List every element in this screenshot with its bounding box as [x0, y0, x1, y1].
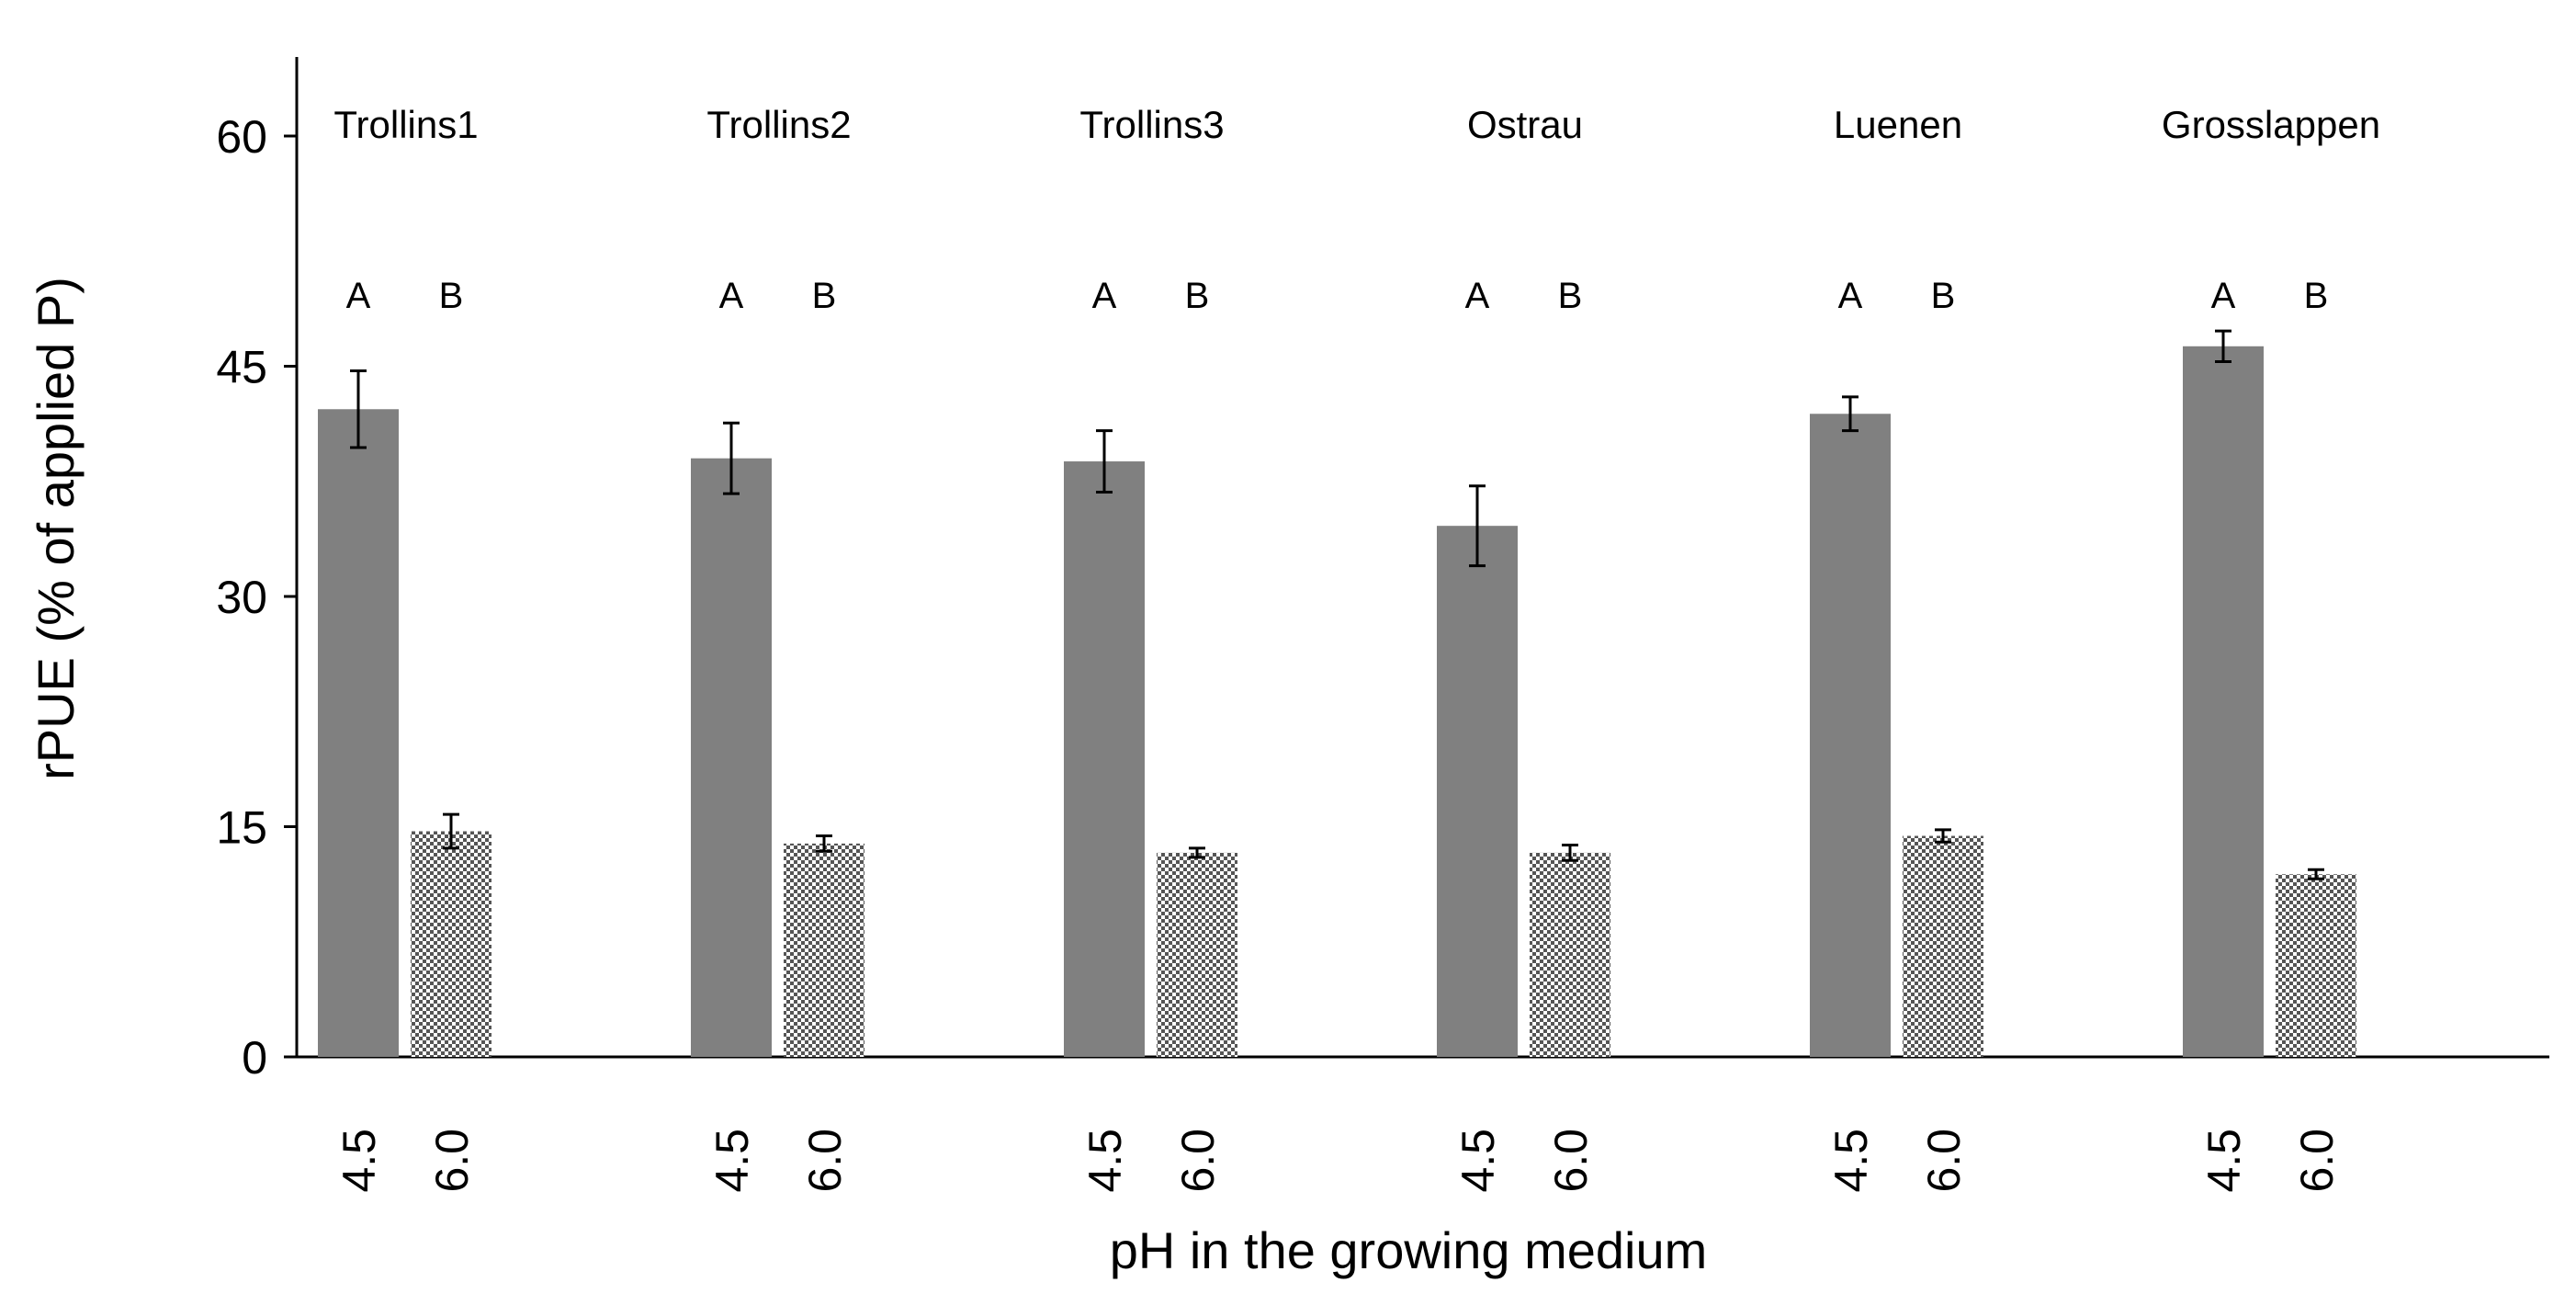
significance-letter: A — [346, 276, 371, 316]
bar — [1810, 414, 1891, 1057]
y-tick-label: 45 — [216, 342, 267, 393]
significance-letter: A — [2211, 276, 2236, 316]
x-tick-label: 4.5 — [333, 1129, 385, 1193]
x-tick-label: 4.5 — [2198, 1129, 2250, 1193]
x-tick-label: 4.5 — [706, 1129, 758, 1193]
x-tick-label: 6.0 — [1545, 1129, 1597, 1193]
bars — [318, 346, 2356, 1057]
bar — [1903, 835, 1983, 1057]
y-tick-label: 0 — [242, 1032, 267, 1084]
bar — [411, 831, 491, 1057]
significance-letter: B — [1931, 276, 1956, 316]
category-label: Luenen — [1834, 103, 1962, 146]
bar — [1157, 852, 1237, 1057]
error-bars — [350, 329, 2324, 880]
x-tick-label: 4.5 — [1079, 1129, 1131, 1193]
y-tick-label: 30 — [216, 572, 267, 623]
bar — [2276, 874, 2356, 1057]
significance-letter: A — [1465, 276, 1490, 316]
significance-letter: B — [812, 276, 837, 316]
y-tick-label: 15 — [216, 802, 267, 854]
bar — [1064, 461, 1145, 1057]
significance-letter: B — [1558, 276, 1583, 316]
significance-letter: B — [1185, 276, 1210, 316]
bar — [1530, 852, 1610, 1057]
y-tick-label: 60 — [216, 111, 267, 163]
x-tick-label: 6.0 — [2291, 1129, 2343, 1193]
x-tick-label: 4.5 — [1452, 1129, 1504, 1193]
x-tick-label: 6.0 — [1918, 1129, 1970, 1193]
significance-letter: B — [2304, 276, 2329, 316]
y-axis-title: rPUE (% of applied P) — [27, 277, 85, 780]
category-label: Trollins2 — [706, 103, 851, 146]
bar — [318, 409, 399, 1057]
significance-letter: A — [719, 276, 744, 316]
bar — [1437, 526, 1518, 1057]
x-tick-label: 6.0 — [1172, 1129, 1224, 1193]
labels: Trollins1 A 4.5 B 6.0 Trollins2 A 4.5 B 6.0 Trolli… — [333, 103, 2380, 1193]
category-label: Trollins1 — [333, 103, 478, 146]
bar — [2183, 346, 2264, 1057]
y-axis: 0 15 30 45 60 — [216, 57, 299, 1084]
category-label: Ostrau — [1467, 103, 1583, 146]
x-axis-title: pH in the growing medium — [1110, 1221, 1708, 1279]
x-tick-label: 6.0 — [799, 1129, 851, 1193]
significance-letter: A — [1838, 276, 1863, 316]
bar — [691, 458, 772, 1057]
category-label: Grosslappen — [2162, 103, 2380, 146]
significance-letter: A — [1092, 276, 1117, 316]
category-label: Trollins3 — [1079, 103, 1224, 146]
x-tick-label: 6.0 — [426, 1129, 478, 1193]
x-tick-label: 4.5 — [1825, 1129, 1877, 1193]
bar — [784, 843, 864, 1057]
significance-letter: B — [439, 276, 464, 316]
